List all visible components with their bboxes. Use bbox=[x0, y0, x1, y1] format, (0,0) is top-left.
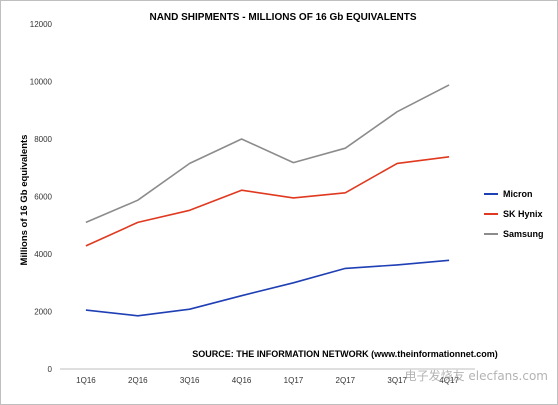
x-tick-label: 1Q16 bbox=[76, 376, 96, 385]
x-tick-label: 2Q17 bbox=[336, 376, 356, 385]
y-tick-label: 12000 bbox=[30, 20, 53, 29]
y-axis-ticks: 0 2000 4000 6000 8000 10000 12000 bbox=[30, 20, 53, 374]
y-tick-label: 6000 bbox=[34, 193, 52, 202]
source-annotation: SOURCE: THE INFORMATION NETWORK (www.the… bbox=[192, 349, 498, 359]
y-tick-label: 2000 bbox=[34, 308, 52, 317]
series-line-sk-hynix bbox=[85, 156, 450, 247]
series-lines bbox=[85, 84, 450, 317]
x-tick-label: 3Q16 bbox=[180, 376, 200, 385]
series-line-micron bbox=[85, 259, 450, 317]
legend-label-sk-hynix: SK Hynix bbox=[503, 209, 543, 219]
watermark-logo: 电子发烧友 elecfans.com bbox=[405, 368, 548, 383]
y-tick-label: 8000 bbox=[34, 135, 52, 144]
chart-title: NAND SHIPMENTS - MILLIONS OF 16 Gb EQUIV… bbox=[149, 12, 416, 23]
x-tick-label: 1Q17 bbox=[284, 376, 304, 385]
legend-label-micron: Micron bbox=[503, 189, 533, 199]
y-tick-label: 10000 bbox=[30, 78, 53, 87]
y-axis-label: Millions of 16 Gb equivalents bbox=[19, 135, 30, 266]
legend-label-samsung: Samsung bbox=[503, 229, 544, 239]
legend: Micron SK Hynix Samsung bbox=[484, 189, 544, 239]
series-line-samsung bbox=[85, 84, 450, 224]
x-tick-label: 4Q16 bbox=[232, 376, 252, 385]
x-tick-label: 4Q17 bbox=[439, 376, 459, 385]
x-tick-label: 3Q17 bbox=[387, 376, 407, 385]
y-tick-label: 0 bbox=[48, 365, 53, 374]
y-tick-label: 4000 bbox=[34, 250, 52, 259]
x-axis-ticks: 1Q16 2Q16 3Q16 4Q16 1Q17 2Q17 3Q17 4Q17 bbox=[76, 376, 459, 385]
x-tick-label: 2Q16 bbox=[128, 376, 148, 385]
